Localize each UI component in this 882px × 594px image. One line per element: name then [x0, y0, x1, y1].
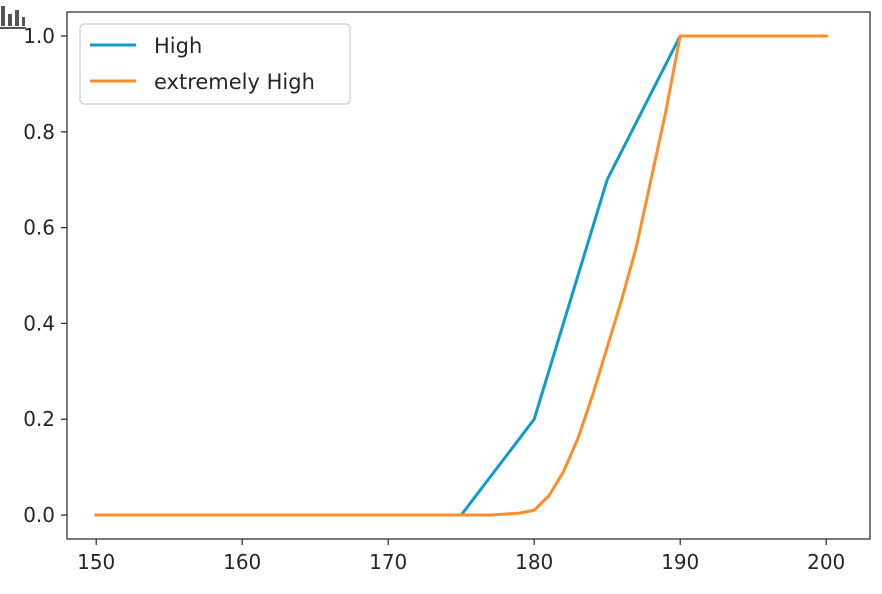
- x-tick-label: 150: [77, 550, 115, 574]
- y-axis: 0.0 0.2 0.4 0.6 0.8 1.0: [23, 24, 67, 527]
- legend: High extremely High: [79, 23, 351, 105]
- series-line-1: [94, 34, 828, 517]
- x-tick-label: 170: [369, 550, 407, 574]
- x-tick-label: 180: [515, 550, 553, 574]
- legend-label: extremely High: [154, 70, 315, 94]
- y-tick-label: 0.0: [23, 503, 55, 527]
- legend-box: [79, 23, 351, 105]
- y-tick-label: 1.0: [23, 24, 55, 48]
- y-tick-label: 0.4: [23, 311, 55, 335]
- y-tick-label: 0.8: [23, 120, 55, 144]
- x-tick-label: 200: [807, 550, 845, 574]
- y-tick-label: 0.6: [23, 216, 55, 240]
- y-tick-label: 0.2: [23, 407, 55, 431]
- legend-label: High: [154, 34, 202, 58]
- series-layer: [94, 34, 828, 517]
- chart-icon[interactable]: [0, 4, 26, 30]
- x-axis: 150 160 170 180 190 200: [77, 539, 845, 574]
- x-tick-label: 190: [661, 550, 699, 574]
- plot-frame: [66, 11, 871, 540]
- x-tick-label: 160: [223, 550, 261, 574]
